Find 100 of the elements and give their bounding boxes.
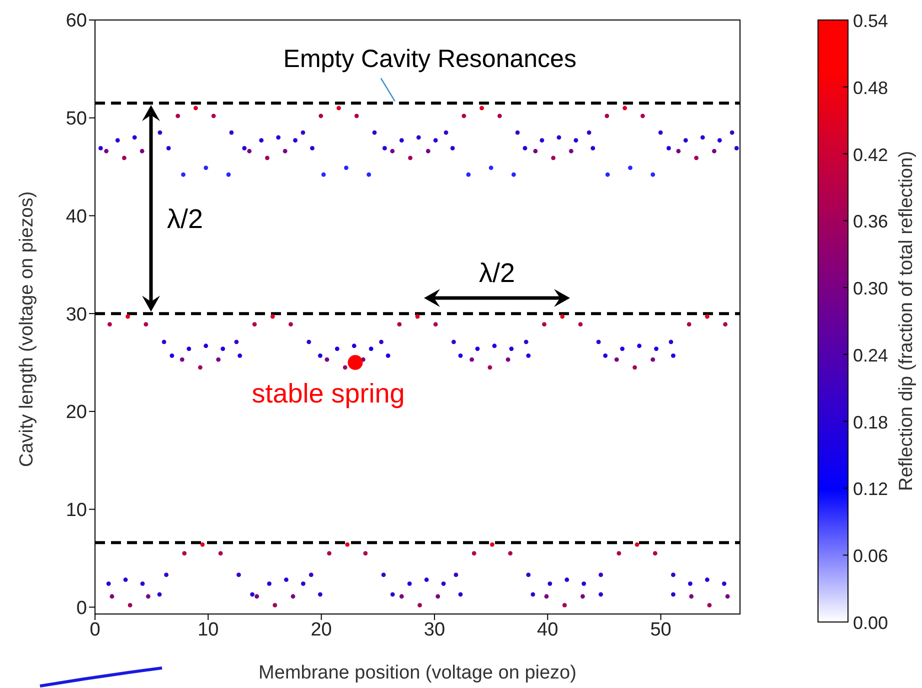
- point: [564, 578, 570, 582]
- point: [110, 594, 114, 599]
- annotation: Empty Cavity Resonances: [283, 45, 576, 74]
- point: [318, 592, 322, 597]
- point: [106, 581, 111, 586]
- color-bar-label: 0.48: [853, 78, 888, 98]
- point: [652, 551, 658, 556]
- point: [238, 353, 242, 358]
- point: [368, 346, 374, 352]
- point: [158, 130, 162, 135]
- point: [104, 148, 109, 154]
- color-bar-label: 0.54: [853, 11, 888, 31]
- point: [526, 353, 531, 358]
- point: [334, 346, 340, 352]
- point: [700, 135, 705, 140]
- point: [220, 346, 226, 352]
- point: [578, 322, 583, 327]
- point: [218, 551, 223, 556]
- y-tick-label: 60: [66, 10, 87, 32]
- point: [614, 357, 619, 362]
- color-bar-label: 0.06: [853, 546, 888, 566]
- point: [140, 148, 144, 154]
- point: [686, 322, 692, 327]
- point: [194, 106, 198, 110]
- point: [204, 344, 208, 348]
- point: [372, 130, 377, 135]
- y-tick-label: 0: [76, 598, 87, 619]
- x-tick-label: 50: [650, 619, 672, 640]
- y-tick-label: 50: [66, 108, 87, 130]
- point: [390, 592, 395, 597]
- point: [544, 594, 549, 599]
- point: [162, 340, 166, 344]
- point: [344, 166, 348, 170]
- point: [234, 340, 239, 344]
- point: [480, 106, 484, 110]
- point: [616, 551, 622, 556]
- point: [671, 572, 676, 578]
- point: [506, 357, 510, 362]
- point: [562, 602, 567, 608]
- point: [458, 592, 463, 597]
- point: [582, 581, 586, 586]
- point: [671, 353, 676, 358]
- point: [598, 572, 604, 578]
- point: [354, 114, 359, 118]
- point: [290, 594, 296, 599]
- point: [254, 594, 260, 599]
- x-tick-label: 30: [424, 619, 446, 640]
- point: [259, 138, 264, 143]
- point: [707, 602, 712, 608]
- point: [560, 314, 565, 319]
- point: [352, 344, 356, 348]
- point: [424, 578, 429, 582]
- point: [524, 340, 528, 344]
- point: [132, 135, 137, 140]
- y-tick-label: 40: [66, 206, 87, 228]
- point: [342, 365, 348, 370]
- point: [146, 594, 150, 599]
- point: [204, 166, 208, 170]
- annotation: stable spring: [252, 378, 405, 409]
- color-bar-label: 0.18: [853, 412, 888, 432]
- point: [580, 594, 585, 599]
- point: [426, 148, 430, 154]
- y-axis-title: Cavity length (voltage on piezos): [16, 191, 38, 467]
- point: [458, 353, 463, 358]
- point: [181, 172, 186, 177]
- point: [704, 314, 710, 319]
- point: [276, 135, 281, 140]
- point: [321, 172, 326, 177]
- point: [399, 138, 404, 143]
- point: [140, 581, 145, 586]
- point: [551, 156, 556, 160]
- point: [694, 156, 699, 160]
- point: [306, 340, 312, 344]
- point: [242, 146, 247, 150]
- point: [540, 138, 544, 143]
- point: [382, 146, 387, 150]
- point: [436, 594, 440, 599]
- point: [526, 572, 531, 578]
- point: [176, 114, 180, 118]
- point: [170, 353, 174, 358]
- point: [723, 322, 728, 327]
- point: [166, 146, 171, 150]
- point: [407, 581, 412, 586]
- point: [444, 130, 448, 135]
- point: [598, 592, 604, 597]
- point: [604, 114, 610, 118]
- point: [490, 542, 494, 547]
- point: [533, 148, 538, 154]
- point: [270, 314, 275, 319]
- point: [508, 551, 512, 556]
- point: [450, 146, 455, 150]
- point: [128, 602, 132, 608]
- x-tick-label: 0: [90, 619, 100, 640]
- point: [509, 346, 514, 352]
- x-tick-label: 40: [537, 619, 558, 640]
- point: [433, 322, 438, 327]
- y-tick-label: 30: [66, 304, 87, 326]
- point: [252, 322, 257, 327]
- point: [548, 581, 552, 586]
- point: [671, 592, 676, 597]
